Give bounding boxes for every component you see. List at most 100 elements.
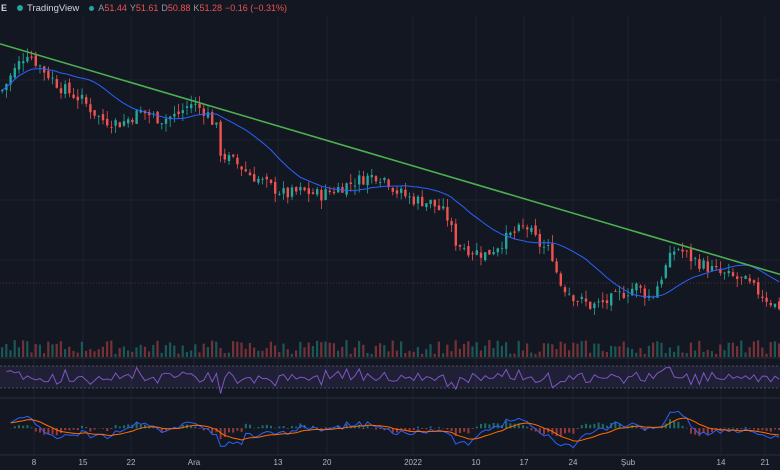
macd-histogram-bar [240,428,243,432]
volume-bar [563,343,566,357]
volume-bar [97,349,100,357]
macd-histogram-bar [425,428,428,430]
candle-body [232,154,235,157]
volume-bar [257,350,260,357]
candle-body [408,196,411,198]
x-axis-label: 17 [519,458,529,467]
macd-histogram-bar [291,426,293,429]
volume-bar [773,341,776,357]
volume-bar [278,352,281,357]
volume-bar [521,350,524,357]
volume-bar [248,342,251,357]
candle-body [559,273,562,286]
volume-bar [299,341,302,357]
volume-bar [135,347,138,357]
macd-histogram-bar [396,428,398,433]
candle-body [584,298,588,302]
volume-bar [219,347,222,357]
candle-body [227,155,231,162]
volume-bar [412,351,415,357]
candle-body [164,118,168,124]
volume-bar [534,353,537,357]
macd-histogram-bar [123,425,125,429]
macd-histogram-bar [475,426,478,429]
candle-body [542,246,546,248]
symbol-fragment[interactable]: E [1,3,8,13]
candle-body [446,206,449,221]
volume-bar [80,341,83,357]
volume-bar [769,342,772,357]
candle-body [479,252,483,258]
candle-body [454,223,457,246]
candle-body [778,301,780,310]
macd-histogram-bar [30,427,33,429]
candle-body [538,233,541,247]
candle-body [748,278,751,282]
ohlc-low-key: D [161,3,168,13]
volume-bar [269,341,272,357]
macd-histogram-bar [282,426,285,429]
candle-body [311,192,315,194]
candle-body [475,250,478,255]
macd-histogram-bar [606,425,608,429]
candle-body [244,169,247,172]
macd-histogram-bar [534,428,537,432]
macd-histogram-bar [211,428,214,434]
volume-bar [752,341,755,357]
macd-histogram-bar [673,421,676,429]
candle-body [353,185,357,187]
candle-body [185,106,189,108]
volume-bar [85,350,88,357]
volume-bar [479,350,482,357]
volume-bar [639,348,642,357]
candle-body [505,232,508,249]
volume-bar [127,350,130,357]
volume-bar [118,348,121,357]
volume-bar [517,340,520,357]
volume-bar [387,351,390,357]
candle-body [605,300,609,304]
volume-bar [706,349,709,357]
macd-histogram-bar [635,426,638,429]
macd-histogram-bar [349,427,352,429]
macd-histogram-bar [404,428,407,431]
candle-body [534,225,537,235]
candle-body [278,194,281,195]
trendline [0,43,780,276]
candle-body [55,79,58,88]
volume-bar [68,346,71,357]
macd-histogram-bar [345,423,348,429]
macd-signal-line [10,417,780,442]
macd-histogram-bar [530,428,533,431]
macd-histogram-bar [694,428,697,435]
candle-body [68,82,71,94]
volume-bar [778,343,780,357]
macd-histogram-bar [593,423,596,429]
volume-bar [341,346,344,357]
candle-body [635,283,638,291]
macd-histogram-bar [375,428,377,430]
volume-bar [463,343,466,357]
volume-bar [13,340,16,357]
macd-histogram-bar [379,428,382,430]
candle-body [618,291,621,293]
price-pane [0,43,780,315]
candle-body [513,231,516,233]
candle-body [269,179,273,183]
candle-body [110,126,113,128]
candle-body [769,303,772,306]
candle-body [72,94,75,98]
macd-histogram-bar [559,428,562,436]
macd-histogram-bar [114,424,117,429]
candle-body [118,122,121,128]
candle-body [383,177,386,181]
candle-body [555,261,558,273]
volume-bar [177,353,180,357]
macd-histogram-bar [68,428,71,431]
candle-body [736,276,739,279]
macd-histogram-bar [85,427,88,429]
macd-histogram-bar [366,425,369,429]
volume-bar [106,341,109,357]
